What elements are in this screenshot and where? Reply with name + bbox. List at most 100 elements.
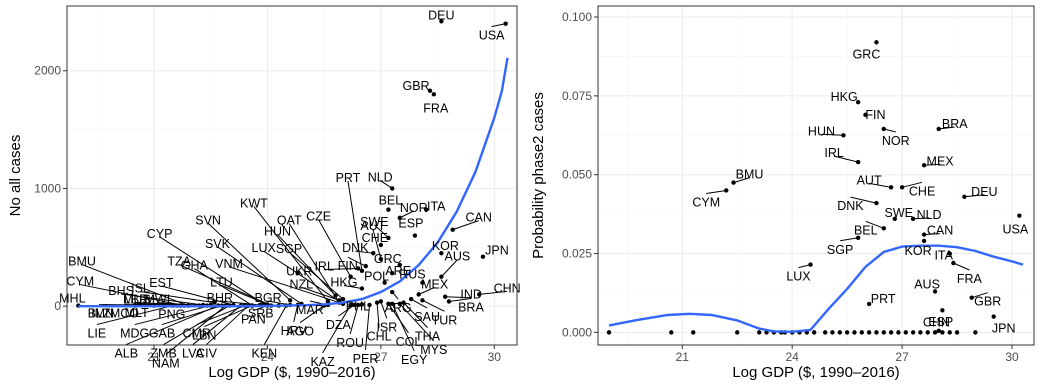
point-label: SVK — [205, 237, 231, 251]
data-point — [811, 330, 817, 335]
data-point — [947, 251, 952, 256]
label-leader-line — [376, 302, 380, 328]
point-label: BMU — [736, 168, 764, 182]
point-label: LUX — [786, 270, 811, 284]
y-tick-label: 0.075 — [562, 89, 592, 103]
label-leader-line — [374, 224, 389, 239]
point-label: DNK — [342, 241, 369, 255]
point-label: FIN — [338, 259, 358, 273]
point-label: SVN — [195, 213, 221, 227]
label-leader-line — [347, 180, 363, 271]
label-leader-line — [821, 133, 844, 136]
point-label: AUS — [914, 277, 940, 291]
data-point — [359, 268, 365, 274]
smooth-trend-line — [608, 244, 1024, 334]
point-label: NLD — [368, 170, 393, 184]
point-label: AUT — [360, 219, 385, 233]
label-leader-line — [834, 155, 859, 163]
data-point — [918, 330, 923, 335]
label-leader-line — [263, 250, 298, 274]
point-label: SGP — [827, 243, 853, 257]
point-label: MAR — [296, 303, 324, 317]
label-leader-line — [706, 189, 727, 194]
point-label: LVA — [182, 347, 204, 361]
point-label: JPN — [485, 244, 509, 258]
label-leader-line — [840, 237, 859, 242]
point-label: CAN — [927, 224, 953, 238]
data-point — [439, 274, 444, 279]
data-point — [866, 330, 872, 335]
label-leader-line — [318, 219, 352, 277]
data-point — [1017, 213, 1022, 218]
label-leader-line — [126, 305, 219, 346]
point-label: ITA — [934, 249, 953, 263]
data-point — [925, 330, 930, 335]
point-label: EGY — [401, 353, 428, 367]
point-label: NZL — [289, 277, 313, 291]
x-tick-label: 21 — [676, 350, 690, 364]
data-point — [888, 185, 894, 190]
data-point — [352, 302, 357, 308]
data-point — [390, 301, 395, 307]
point-label: GHA — [181, 259, 209, 273]
data-point — [910, 330, 916, 335]
point-label: MLT — [125, 306, 149, 320]
label-leader-line — [372, 228, 382, 260]
point-label: NLD — [917, 208, 942, 222]
point-label: NOR — [882, 134, 910, 148]
point-label: GRC — [374, 252, 402, 266]
point-label: BEL — [379, 194, 403, 208]
point-label: CHE — [909, 184, 935, 198]
label-leader-line — [165, 305, 227, 355]
point-label: CHN — [923, 315, 950, 329]
label-leader-line — [388, 303, 409, 334]
point-label: PNG — [158, 308, 185, 322]
data-point — [212, 300, 217, 305]
point-label: KWT — [240, 196, 268, 210]
point-label: LBR — [124, 293, 148, 307]
data-point — [295, 270, 300, 276]
data-point — [397, 262, 402, 268]
y-tick-label: 1000 — [34, 181, 61, 195]
label-leader-line — [263, 305, 287, 345]
point-label: PER — [353, 352, 379, 366]
data-point — [378, 256, 384, 262]
label-leader-line — [850, 196, 877, 204]
point-label: GBR — [974, 295, 1001, 309]
data-point — [325, 299, 331, 304]
label-leader-line — [913, 217, 930, 220]
data-point — [969, 295, 974, 300]
point-label: LTU — [210, 275, 233, 289]
point-label: MYS — [420, 343, 447, 357]
data-point — [382, 280, 387, 285]
data-point — [367, 302, 372, 308]
label-leader-line — [391, 303, 415, 352]
data-point — [416, 292, 421, 297]
label-leader-line — [924, 233, 941, 236]
data-point — [855, 235, 861, 240]
data-point — [866, 301, 872, 307]
point-label: ISR — [376, 320, 397, 334]
label-leader-line — [379, 180, 393, 189]
point-label: ARE — [385, 264, 411, 278]
data-point — [431, 92, 437, 97]
point-label: BMU — [68, 255, 96, 269]
data-point — [427, 88, 433, 93]
smooth-trend-line — [78, 57, 509, 308]
point-label: CYP — [147, 227, 173, 241]
point-label: MEX — [421, 277, 449, 291]
label-leader-line — [924, 163, 941, 166]
label-leader-line — [194, 268, 253, 306]
data-point — [669, 330, 674, 335]
data-point — [903, 330, 908, 335]
data-point — [881, 126, 886, 132]
point-label: KOR — [432, 239, 459, 253]
point-label: CZE — [306, 210, 331, 224]
data-point — [348, 302, 353, 308]
point-label: DNK — [837, 199, 864, 213]
point-label: USA — [479, 29, 505, 43]
data-point — [371, 250, 376, 256]
data-point — [442, 294, 448, 299]
point-label: MCO — [110, 307, 139, 321]
